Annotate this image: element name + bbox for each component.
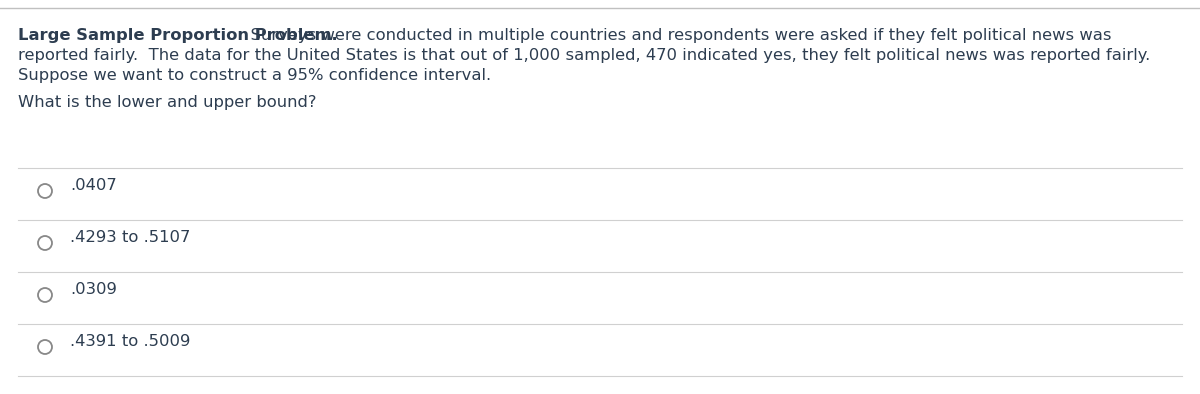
Text: .0309: .0309	[70, 282, 116, 297]
Text: Suppose we want to construct a 95% confidence interval.: Suppose we want to construct a 95% confi…	[18, 68, 491, 83]
Text: What is the lower and upper bound?: What is the lower and upper bound?	[18, 95, 317, 110]
Text: .4391 to .5009: .4391 to .5009	[70, 334, 191, 349]
Text: .4293 to .5107: .4293 to .5107	[70, 230, 191, 245]
Text: reported fairly.  The data for the United States is that out of 1,000 sampled, 4: reported fairly. The data for the United…	[18, 48, 1151, 63]
Text: Large Sample Proportion Problem.: Large Sample Proportion Problem.	[18, 28, 337, 43]
Text: .0407: .0407	[70, 178, 116, 193]
Text: Surveys were conducted in multiple countries and respondents were asked if they : Surveys were conducted in multiple count…	[240, 28, 1111, 43]
